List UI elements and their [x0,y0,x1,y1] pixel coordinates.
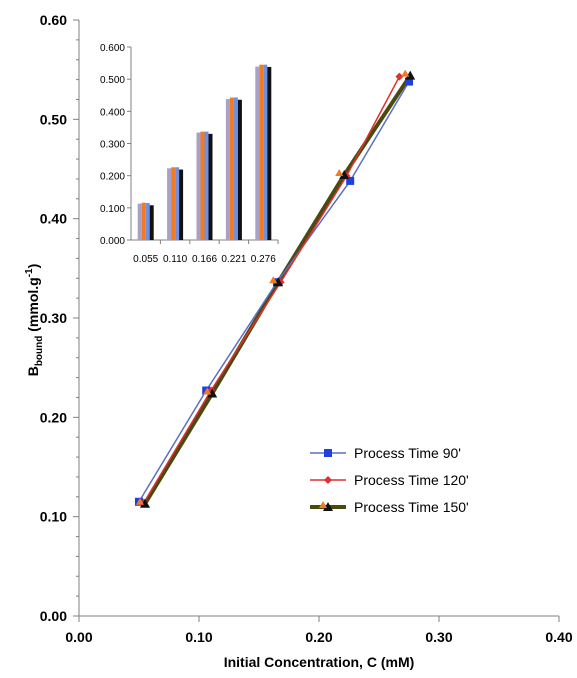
series-2-point-accent [401,69,410,77]
x-tick-label: 0.10 [185,629,212,645]
y-tick-label: 0.30 [40,310,67,326]
y-axis-title-close: ) [25,264,41,269]
legend-label-1: Process Time 120' [354,472,469,488]
inset-bar [141,202,146,240]
y-axis-title: Bbound (mmol.g-1) [24,264,45,377]
inset-bar [171,167,176,240]
inset-y-tick-label: 0.100 [100,204,125,215]
y-tick-label: 0.20 [40,409,67,425]
inset-bar [149,205,154,240]
legend-swatch-marker-1 [324,476,332,484]
inset-y-tick-label: 0.500 [100,75,125,86]
series-2-point [273,277,284,287]
series-2-point-accent [335,168,344,176]
y-axis-title-unit: (mmol.g [25,277,41,335]
series-2-point-accent [203,387,212,395]
legend-swatch-marker-2 [323,502,333,511]
inset-x-tick-label: 0.166 [192,254,217,265]
series-0-point [346,176,355,185]
y-axis-title-superscript: -1 [24,268,35,277]
inset-bar [200,131,205,240]
inset-bar [175,167,180,240]
legend-swatch-marker-2-accent [319,501,327,508]
y-tick-label: 0.40 [40,211,67,227]
legend-label-2: Process Time 150' [354,499,469,515]
inset-bar [237,99,242,241]
legend-label-0: Process Time 90' [354,445,461,461]
x-tick-label: 0.00 [65,629,92,645]
series-0-point [405,77,413,86]
inset-y-tick-label: 0.000 [100,236,125,247]
inset-bar [204,131,209,240]
inset-x-tick-label: 0.221 [221,254,246,265]
y-tick-label: 0.50 [40,111,67,127]
inset-bar [259,64,264,240]
inset-bar [263,64,268,240]
inset-x-tick-label: 0.055 [133,254,158,265]
x-tick-label: 0.30 [425,629,452,645]
x-axis-title: Initial Concentration, C (mM) [224,654,415,670]
y-tick-label: 0.10 [40,509,67,525]
series-2-point-accent [136,497,144,505]
inset-bar [229,97,234,240]
inset-y-tick-label: 0.600 [100,43,125,54]
x-tick-label: 0.40 [545,629,572,645]
inset-x-tick-label: 0.110 [163,254,188,265]
inset-bar-chart: 0.000 0.100 0.200 0.300 0.400 0.500 0.600 0.055… [100,43,279,265]
inset-bar [137,203,142,240]
legend-swatch-marker-0 [324,449,332,457]
y-axis-title-main: B [25,366,41,376]
y-tick-label: 0.60 [40,12,67,28]
inset-bar [233,97,238,240]
x-tick-label: 0.20 [305,629,332,645]
series-2-point [140,498,150,508]
inset-bar [225,99,230,240]
inset-bar [145,203,150,240]
inset-bar [208,133,213,240]
legend: Process Time 90' Process Time 120' Process… [310,445,469,515]
inset-bar [179,169,184,240]
series-2-point [207,388,218,398]
y-tick-label: 0.00 [40,608,67,624]
inset-y-tick-label: 0.400 [100,107,125,118]
inset-y-tick-label: 0.200 [100,172,125,183]
main-plot: 0.00 0.10 0.20 0.30 0.40 0.50 0.60 0.00 0.10 0.20… [24,12,573,670]
series-2-point [405,70,416,80]
inset-bar [167,168,172,240]
inset-bar [267,66,272,241]
series-1-point [395,72,404,81]
inset-y-tick-label: 0.300 [100,140,125,151]
y-axis-title-subscript: bound [34,336,45,367]
inset-bar [255,66,260,240]
inset-x-tick-label: 0.276 [251,254,276,265]
series-2-point [339,169,350,179]
series-2-point-accent [269,276,278,284]
inset-bar [196,132,201,240]
